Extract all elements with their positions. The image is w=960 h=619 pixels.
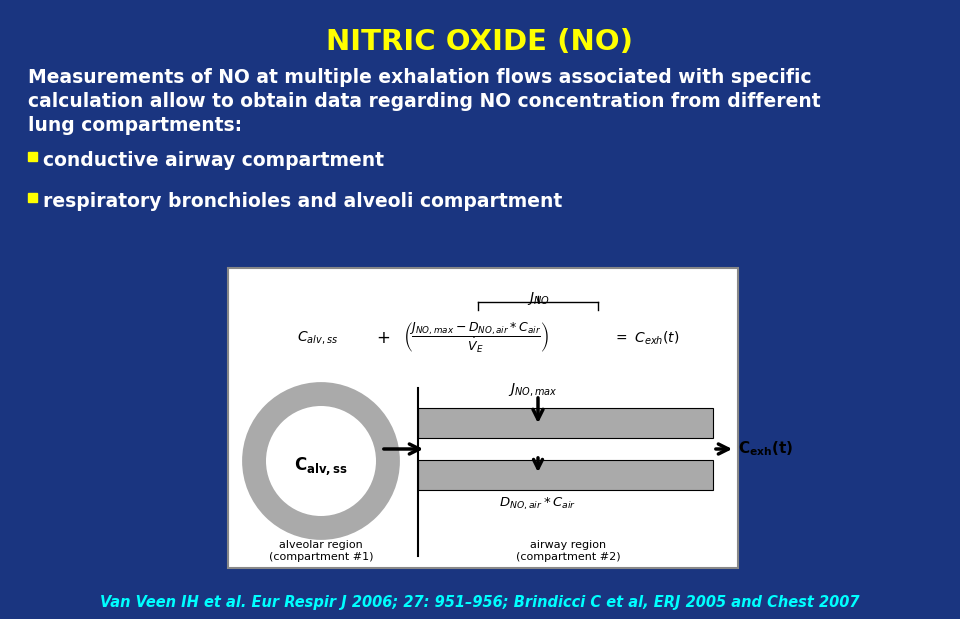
Text: $\left(\dfrac{J_{NO,max}-D_{NO,air}*C_{air}}{\dot{V}_{E}}\right)$: $\left(\dfrac{J_{NO,max}-D_{NO,air}*C_{a… (403, 321, 549, 355)
Text: Measurements of NO at multiple exhalation flows associated with specific: Measurements of NO at multiple exhalatio… (28, 68, 811, 87)
Text: airway region
(compartment #2): airway region (compartment #2) (516, 540, 620, 562)
Text: $D_{NO,air}*C_{air}$: $D_{NO,air}*C_{air}$ (499, 496, 577, 513)
Text: $C_{alv,ss}$: $C_{alv,ss}$ (298, 329, 339, 347)
Bar (418, 408, 713, 438)
Circle shape (266, 406, 376, 516)
Text: calculation allow to obtain data regarding NO concentration from different: calculation allow to obtain data regardi… (28, 92, 821, 111)
Bar (418, 460, 713, 490)
Bar (28, 152, 37, 161)
Text: $J_{NO,max}$: $J_{NO,max}$ (508, 381, 558, 398)
Text: respiratory bronchioles and alveoli compartment: respiratory bronchioles and alveoli comp… (43, 192, 563, 211)
Text: $J_{NO}$: $J_{NO}$ (526, 290, 549, 307)
Text: $+$: $+$ (376, 329, 390, 347)
Text: $\mathbf{C_{alv,ss}}$: $\mathbf{C_{alv,ss}}$ (294, 455, 348, 477)
Text: NITRIC OXIDE (NO): NITRIC OXIDE (NO) (326, 28, 634, 56)
Text: $\mathbf{C_{exh}(t)}$: $\mathbf{C_{exh}(t)}$ (738, 439, 793, 458)
Text: conductive airway compartment: conductive airway compartment (43, 151, 384, 170)
Bar (228, 268, 738, 568)
Circle shape (256, 396, 386, 526)
Text: Van Veen IH et al. Eur Respir J 2006; 27: 951–956; Brindicci C et al, ERJ 2005 a: Van Veen IH et al. Eur Respir J 2006; 27… (100, 595, 860, 610)
Bar (28, 193, 37, 202)
Text: lung compartments:: lung compartments: (28, 116, 242, 135)
Text: alveolar region
(compartment #1): alveolar region (compartment #1) (269, 540, 373, 562)
Text: $= \ C_{exh}(t)$: $= \ C_{exh}(t)$ (613, 329, 680, 347)
